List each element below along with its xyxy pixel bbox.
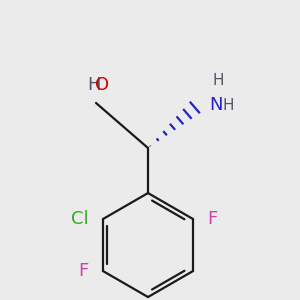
Text: H: H: [212, 74, 224, 88]
Text: H: H: [87, 76, 101, 94]
Text: F: F: [207, 210, 217, 228]
Text: H: H: [222, 98, 234, 113]
Text: N: N: [209, 96, 223, 114]
Text: Cl: Cl: [71, 210, 89, 228]
Text: O: O: [95, 76, 109, 94]
Text: F: F: [79, 262, 89, 280]
